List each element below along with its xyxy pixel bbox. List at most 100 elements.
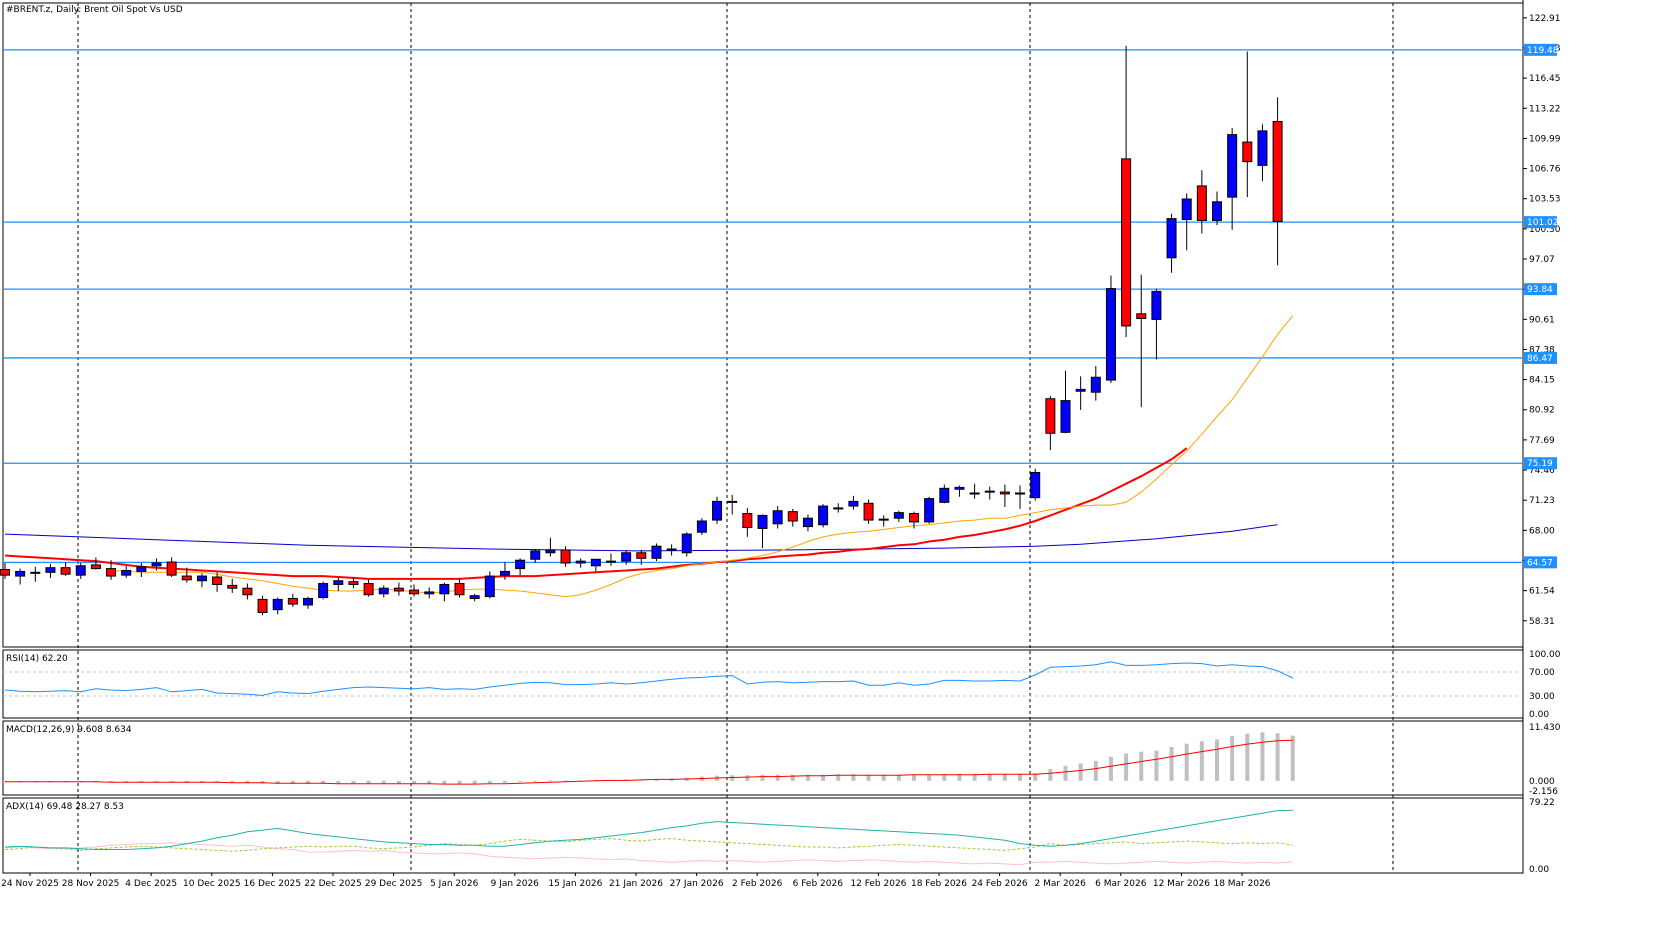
candle-bear [106, 568, 117, 577]
rsi-tick-label: 70.00 [1529, 668, 1555, 678]
macd-histogram-bar [321, 780, 326, 785]
macd-histogram-bar [109, 780, 114, 783]
candle-bull [590, 558, 601, 567]
date-tick-label: 12 Feb 2026 [850, 879, 906, 889]
candle-bear [348, 581, 359, 585]
macd-histogram-bar [790, 774, 795, 781]
rsi-title: RSI(14) 62.20 [6, 654, 68, 664]
candle-bear [227, 584, 238, 589]
date-tick-label: 10 Dec 2025 [183, 879, 241, 889]
candle-bear [363, 583, 374, 596]
price-tick-label: 74.46 [1529, 466, 1555, 476]
macd-histogram-bar [533, 780, 538, 782]
price-tick-label: 61.54 [1529, 587, 1555, 597]
macd-tick-label: 0.000 [1529, 777, 1555, 787]
date-tick-label: 9 Jan 2026 [491, 879, 539, 889]
candle-bull [272, 598, 283, 611]
price-tick-label: 97.07 [1529, 255, 1555, 265]
date-tick-label: 18 Mar 2026 [1213, 879, 1270, 889]
candle-bull [151, 562, 162, 567]
candle-bull [484, 575, 495, 598]
candle-bull [818, 505, 829, 526]
candle-bear [287, 597, 298, 605]
candle-bear [1045, 398, 1056, 434]
macd-histogram-bar [1184, 743, 1189, 781]
macd-title: MACD(12,26,9) 9.608 8.634 [6, 725, 132, 735]
macd-histogram-bar [851, 774, 856, 781]
macd-histogram-bar [518, 780, 523, 782]
candle-bull [530, 550, 541, 560]
macd-histogram-bar [927, 774, 932, 781]
macd-histogram-bar [472, 780, 477, 785]
rsi-line [4, 661, 1294, 696]
date-tick-label: 24 Feb 2026 [972, 879, 1028, 889]
macd-histogram-bar [1245, 733, 1250, 781]
level-price-tag [1524, 351, 1557, 364]
candle-bull [575, 560, 586, 564]
price-tick-label: 116.45 [1529, 74, 1561, 84]
macd-histogram-bar [745, 775, 750, 781]
price-tick-label: 84.15 [1529, 376, 1555, 386]
candle-bull [1030, 471, 1041, 499]
candle-bull [469, 595, 480, 599]
adx-main-line [4, 809, 1293, 850]
candle-bear [787, 511, 798, 522]
macd-histogram-bar [957, 773, 962, 781]
candle-bear [393, 587, 404, 592]
macd-histogram-bar [1124, 753, 1129, 781]
candle-bull [606, 560, 616, 563]
level-price-tag [1524, 216, 1557, 229]
macd-histogram-bar [1275, 733, 1280, 781]
candle-bull [1181, 198, 1192, 221]
macd-histogram-bar [912, 774, 916, 781]
candle-bull [1227, 134, 1238, 198]
price-tick-label: 71.23 [1529, 496, 1555, 506]
candle-bull [696, 520, 707, 533]
candle-bull [878, 518, 889, 521]
macd-histogram-bar [1230, 736, 1235, 781]
macd-histogram-bar [881, 774, 886, 781]
macd-histogram-bar [1139, 751, 1144, 781]
moving-average-fast [110, 315, 1294, 598]
candle-bear [1121, 158, 1132, 327]
macd-histogram-bar [805, 774, 810, 781]
macd-histogram-bar [502, 780, 507, 783]
level-price-tag [1524, 457, 1557, 470]
date-tick-label: 29 Dec 2025 [365, 879, 423, 889]
candle-bear [1272, 121, 1283, 222]
candle-bull [1060, 400, 1071, 433]
date-tick-label: 6 Mar 2026 [1095, 879, 1147, 889]
macd-histogram-bar [1048, 769, 1053, 781]
macd-histogram-bar [199, 780, 204, 783]
candle-bull [621, 552, 632, 562]
macd-histogram-bar [1290, 735, 1295, 781]
candle-bull [772, 510, 783, 525]
candle-bull [1090, 376, 1101, 393]
candle-bull [1075, 388, 1086, 392]
macd-histogram-bar [245, 780, 250, 784]
date-tick-label: 12 Mar 2026 [1153, 879, 1210, 889]
macd-histogram-bar [306, 780, 310, 785]
candle-bear [409, 589, 420, 595]
date-tick-label: 22 Dec 2025 [304, 879, 362, 889]
macd-histogram-bar [1154, 750, 1159, 781]
price-tick-label: 77.69 [1529, 436, 1555, 446]
candle-bull [75, 565, 86, 576]
candle-bull [515, 559, 526, 570]
macd-histogram-bar [730, 775, 735, 781]
macd-histogram-bar [775, 774, 780, 781]
level-price-label: 64.57 [1527, 558, 1553, 568]
candle-bull [121, 569, 132, 576]
macd-tick-label: -2.156 [1529, 787, 1558, 797]
candle-bull [954, 486, 965, 490]
macd-histogram-bar [972, 773, 977, 781]
candle-bear [242, 587, 253, 596]
date-tick-label: 27 Jan 2026 [670, 879, 724, 889]
adx-plus-di-line [4, 838, 1293, 852]
candle-bear [984, 490, 995, 493]
macd-tick-label: 11.430 [1529, 723, 1561, 733]
date-tick-label: 18 Feb 2026 [911, 879, 967, 889]
candle-bull [1015, 492, 1026, 495]
macd-histogram-bar [1215, 739, 1219, 781]
